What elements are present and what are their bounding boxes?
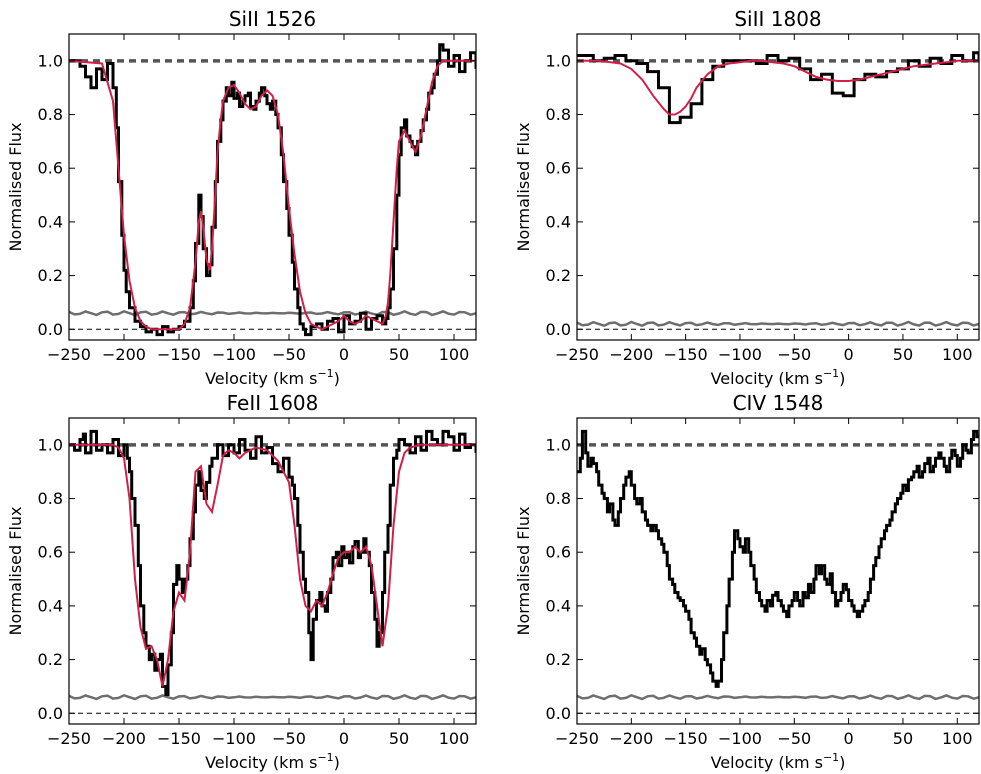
x-tick-label: −150 [157,345,201,364]
x-tick-label: 0 [844,729,854,748]
y-axis-label: Normalised Flux [514,122,533,251]
x-axis-label: Velocity (km s−1) [205,751,340,772]
plot-area [69,429,476,714]
y-tick-label: 0.4 [546,212,571,231]
y-axis-label: Normalised Flux [514,506,533,635]
y-tick-label: 1.0 [546,435,571,454]
plot-area [577,429,979,714]
y-tick-label: 0.2 [38,266,63,285]
y-tick-label: 0.0 [38,320,63,339]
observed-spectrum [577,429,979,688]
x-tick-label: −250 [47,729,91,748]
error-spectrum [577,320,979,328]
y-tick-label: 1.0 [546,51,571,70]
x-tick-label: 50 [893,345,913,364]
x-tick-label: 50 [389,345,409,364]
x-tick-label: −100 [718,729,762,748]
x-tick-label: −150 [157,729,201,748]
x-tick-label: −200 [609,729,653,748]
plot-area [577,51,979,330]
panel-3: 0.0 0.2 0.4 0.6 0.8 1.0 −250 −200 −150 −100 −50 0 50… [6,391,477,772]
panel-4: 0.0 0.2 0.4 0.6 0.8 1.0 −250 −200 −150 −100 −50 0 50… [514,391,980,772]
x-tick-label: −50 [272,729,306,748]
observed-spectrum [69,429,476,696]
y-tick-label: 0.6 [38,159,63,178]
y-tick-label: 0.8 [546,105,571,124]
x-tick-label: −100 [718,345,762,364]
error-spectrum [69,693,476,701]
x-tick-label: −250 [555,345,599,364]
y-tick-label: 0.4 [38,212,63,231]
x-tick-label: −250 [47,345,91,364]
x-tick-label: 0 [844,345,854,364]
y-axis-label: Normalised Flux [6,506,25,635]
axes-frame [576,417,980,725]
x-tick-label: −100 [212,729,256,748]
model-fit [69,59,476,331]
y-tick-label: 0.8 [38,105,63,124]
x-tick-label: −200 [102,345,146,364]
y-tick-label: 0.2 [38,650,63,669]
model-fit [577,59,979,116]
observed-spectrum [69,43,476,337]
plot-area [69,43,476,337]
y-tick-label: 1.0 [38,51,63,70]
panel-1: 0.0 0.2 0.4 0.6 0.8 1.0 −250 −200 −150 −100 −50 0 50… [6,7,477,388]
y-axis-label: Normalised Flux [6,122,25,251]
x-axis-label: Velocity (km s−1) [711,751,846,772]
y-tick-label: 0.6 [546,159,571,178]
y-tick-label: 0.2 [546,650,571,669]
x-tick-label: −50 [777,345,811,364]
x-tick-label: −150 [664,729,708,748]
x-axis-label: Velocity (km s−1) [711,367,846,388]
panel-2: 0.0 0.2 0.4 0.6 0.8 1.0 −250 −200 −150 −100 −50 0 50… [514,7,980,388]
x-tick-label: −150 [664,345,708,364]
y-tick-label: 0.8 [38,489,63,508]
panel-title: SiII 1808 [734,7,821,31]
error-spectrum [69,309,476,317]
x-tick-label: 100 [942,729,973,748]
axes-frame [576,33,980,341]
y-tick-label: 0.4 [546,596,571,615]
x-axis-label: Velocity (km s−1) [205,367,340,388]
model-fit [69,443,476,687]
x-tick-label: −250 [555,729,599,748]
x-tick-label: 100 [439,345,470,364]
y-tick-label: 0.2 [546,266,571,285]
y-tick-label: 0.6 [546,543,571,562]
x-tick-label: −200 [609,345,653,364]
x-tick-label: −200 [102,729,146,748]
x-tick-label: −100 [212,345,256,364]
y-tick-label: 0.4 [38,596,63,615]
x-tick-label: 100 [439,729,470,748]
y-tick-label: 1.0 [38,435,63,454]
panel-title: CIV 1548 [733,391,824,415]
y-tick-label: 0.0 [546,704,571,723]
x-tick-label: 50 [893,729,913,748]
panel-title: FeII 1608 [227,391,319,415]
x-tick-label: −50 [777,729,811,748]
axes-frame [68,417,477,725]
x-tick-label: 50 [389,729,409,748]
y-tick-label: 0.0 [38,704,63,723]
axes-frame [68,33,477,341]
x-tick-label: 100 [942,345,973,364]
x-tick-label: −50 [272,345,306,364]
x-tick-label: 0 [339,345,349,364]
y-tick-label: 0.6 [38,543,63,562]
x-tick-label: 0 [339,729,349,748]
panel-title: SiII 1526 [229,7,316,31]
y-tick-label: 0.8 [546,489,571,508]
error-spectrum [577,693,979,701]
y-tick-label: 0.0 [546,320,571,339]
